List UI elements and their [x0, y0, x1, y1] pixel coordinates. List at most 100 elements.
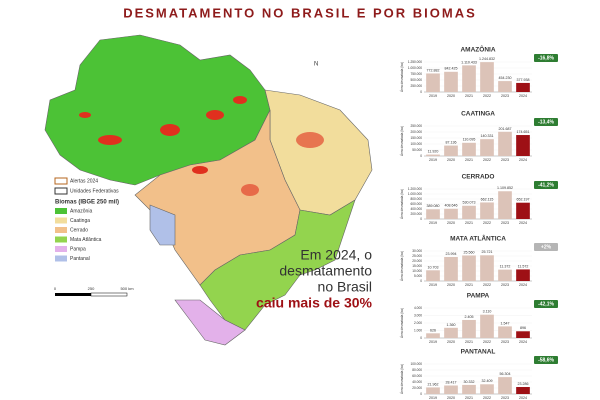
bar — [480, 255, 494, 281]
x-tick-label: 2024 — [519, 158, 527, 162]
north: N — [314, 62, 318, 68]
y-tick-label: 50.000 — [412, 148, 422, 152]
value-label: 896 — [520, 326, 526, 330]
change-badge — [534, 181, 558, 189]
map — [44, 34, 373, 346]
y-axis-label: Área desmatada (ha) — [400, 364, 404, 394]
legend-swatch — [55, 208, 67, 214]
callout-line: Em 2024, o — [300, 247, 372, 263]
y-tick-label: 600.000 — [410, 202, 422, 206]
chart-title: CERRADO — [462, 174, 495, 181]
callout: Em 2024, o desmatamento no Brasil caiu m… — [256, 247, 373, 311]
chart-title: PANTANAL — [461, 349, 496, 356]
value-label: 21.962 — [428, 382, 439, 386]
x-tick-label: 2024 — [519, 283, 527, 287]
value-label: 3.110 — [483, 310, 492, 314]
y-tick-label: 750.000 — [410, 72, 422, 76]
bar — [480, 139, 494, 156]
bar — [516, 202, 530, 219]
y-axis-label: Área desmatada (ha) — [400, 189, 404, 219]
y-tick-label: 1.200.000 — [408, 187, 422, 191]
value-label: 201.687 — [499, 127, 512, 131]
scale-label: 0 — [54, 286, 57, 291]
y-tick-label: 250.000 — [410, 124, 422, 128]
scale-segment — [55, 293, 91, 296]
x-tick-label: 2021 — [465, 396, 473, 400]
legend-label: Pampa — [70, 246, 86, 252]
legend-swatch — [54, 177, 68, 185]
value-label: 1.244.832 — [479, 57, 495, 61]
x-tick-label: 2021 — [465, 158, 473, 162]
y-tick-label: 0 — [420, 336, 422, 340]
value-label: 56.304 — [500, 372, 511, 376]
bar — [498, 191, 512, 219]
y-tick-label: 0 — [420, 279, 422, 283]
value-label: 1.547 — [501, 321, 510, 325]
y-tick-label: 800.000 — [410, 197, 422, 201]
y-tick-label: 20.000 — [412, 259, 422, 263]
value-label: 454.230 — [499, 76, 512, 80]
bar — [516, 82, 530, 92]
y-tick-label: 40.000 — [412, 380, 422, 384]
callout-line: desmatamento — [279, 263, 372, 279]
y-tick-label: 30.000 — [412, 249, 422, 253]
x-tick-label: 2024 — [519, 221, 527, 225]
y-tick-label: 10.000 — [412, 269, 422, 273]
y-tick-label: 0 — [420, 154, 422, 158]
bar — [516, 269, 530, 281]
x-tick-label: 2021 — [465, 94, 473, 98]
x-tick-label: 2021 — [465, 283, 473, 287]
bar — [498, 81, 512, 92]
bar — [480, 62, 494, 92]
bar — [498, 131, 512, 156]
legend-label: Mata Atlântica — [70, 237, 102, 243]
value-label: 1.109.852 — [497, 186, 513, 190]
legend-label: Caatinga — [70, 218, 90, 224]
pampa-area — [174, 299, 246, 346]
value-label: 1.360 — [447, 323, 456, 327]
x-tick-label: 2023 — [501, 340, 509, 344]
x-tick-label: 2023 — [501, 94, 509, 98]
value-label: 389.080 — [427, 204, 440, 208]
bar — [480, 314, 494, 338]
x-tick-label: 2020 — [447, 158, 455, 162]
legend-swatch — [55, 255, 67, 262]
value-label: 11.920 — [428, 150, 439, 154]
bar — [498, 326, 512, 338]
x-tick-label: 2020 — [447, 94, 455, 98]
value-label: 28.417 — [446, 380, 457, 384]
bar — [462, 255, 476, 281]
value-label: 23.286 — [518, 382, 529, 386]
bar — [480, 384, 494, 394]
pantanal-area — [149, 204, 176, 246]
change-label: -42,1% — [538, 301, 554, 307]
legend-label: Unidades Federativas — [70, 188, 119, 194]
change-label: -13,4% — [538, 119, 554, 125]
x-tick-label: 2023 — [501, 283, 509, 287]
bar — [516, 331, 530, 338]
y-tick-label: 3.000 — [414, 313, 422, 317]
y-tick-label: 5.000 — [414, 274, 422, 278]
bar — [426, 154, 440, 156]
x-tick-label: 2019 — [429, 283, 437, 287]
alerts — [79, 96, 324, 196]
map-legend: Alertas 2024 Unidades Federativas Biomas… — [54, 177, 119, 262]
chart-title: AMAZÔNIA — [460, 45, 495, 54]
y-tick-label: 1.000.000 — [408, 192, 422, 196]
x-tick-label: 2019 — [429, 396, 437, 400]
x-tick-label: 2022 — [483, 396, 491, 400]
bar — [498, 377, 512, 394]
bar — [462, 205, 476, 219]
bar — [426, 270, 440, 281]
bar — [444, 257, 458, 281]
y-tick-label: 0 — [420, 217, 422, 221]
y-tick-label: 60.000 — [412, 374, 422, 378]
change-badge — [534, 300, 558, 308]
y-tick-label: 80.000 — [412, 368, 422, 372]
bar — [426, 209, 440, 219]
scale-segment — [90, 292, 128, 297]
x-tick-label: 2022 — [483, 221, 491, 225]
change-badge — [534, 243, 558, 251]
x-tick-label: 2023 — [501, 158, 509, 162]
bar — [426, 387, 440, 394]
